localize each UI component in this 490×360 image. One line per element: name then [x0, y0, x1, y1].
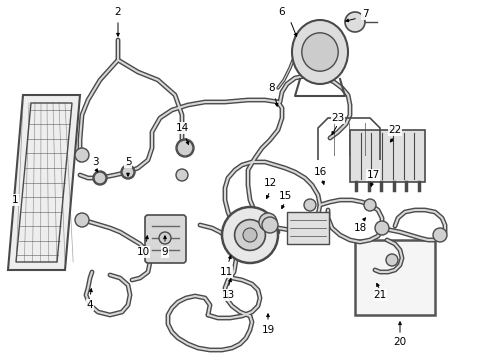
Text: 7: 7	[362, 9, 368, 19]
Circle shape	[304, 199, 316, 211]
Text: 10: 10	[136, 247, 149, 257]
Circle shape	[433, 228, 447, 242]
Text: 20: 20	[393, 337, 407, 347]
Circle shape	[177, 140, 193, 156]
Circle shape	[222, 207, 278, 263]
Circle shape	[75, 213, 89, 227]
Text: 16: 16	[314, 167, 327, 177]
FancyBboxPatch shape	[287, 212, 329, 244]
Ellipse shape	[292, 20, 348, 84]
Text: 14: 14	[175, 123, 189, 133]
Circle shape	[75, 148, 89, 162]
Circle shape	[235, 220, 266, 251]
Text: 1: 1	[12, 195, 18, 205]
Text: 8: 8	[269, 83, 275, 93]
Polygon shape	[8, 95, 80, 270]
Text: 19: 19	[261, 325, 274, 335]
Circle shape	[259, 213, 277, 231]
Text: 12: 12	[264, 178, 277, 188]
Circle shape	[121, 165, 135, 179]
Ellipse shape	[302, 33, 338, 71]
Text: 4: 4	[87, 300, 93, 310]
Text: 21: 21	[373, 290, 387, 300]
Text: 6: 6	[279, 7, 285, 17]
Text: 23: 23	[331, 113, 344, 123]
Text: 9: 9	[162, 247, 168, 257]
Circle shape	[262, 217, 278, 233]
Circle shape	[159, 232, 171, 244]
Circle shape	[176, 139, 194, 157]
Text: 13: 13	[221, 290, 235, 300]
Text: 17: 17	[367, 170, 380, 180]
FancyBboxPatch shape	[355, 240, 435, 315]
Circle shape	[94, 172, 106, 184]
Circle shape	[93, 171, 107, 185]
Text: 11: 11	[220, 267, 233, 277]
Circle shape	[364, 199, 376, 211]
Circle shape	[375, 221, 389, 235]
Text: 3: 3	[92, 157, 98, 167]
Circle shape	[386, 254, 398, 266]
FancyBboxPatch shape	[350, 130, 425, 182]
Text: 18: 18	[353, 223, 367, 233]
FancyBboxPatch shape	[145, 215, 186, 263]
Circle shape	[243, 228, 257, 242]
Circle shape	[176, 169, 188, 181]
Circle shape	[345, 12, 365, 32]
Circle shape	[122, 166, 134, 178]
Text: 2: 2	[115, 7, 122, 17]
Text: 22: 22	[389, 125, 402, 135]
Text: 5: 5	[124, 157, 131, 167]
Text: 15: 15	[278, 191, 292, 201]
